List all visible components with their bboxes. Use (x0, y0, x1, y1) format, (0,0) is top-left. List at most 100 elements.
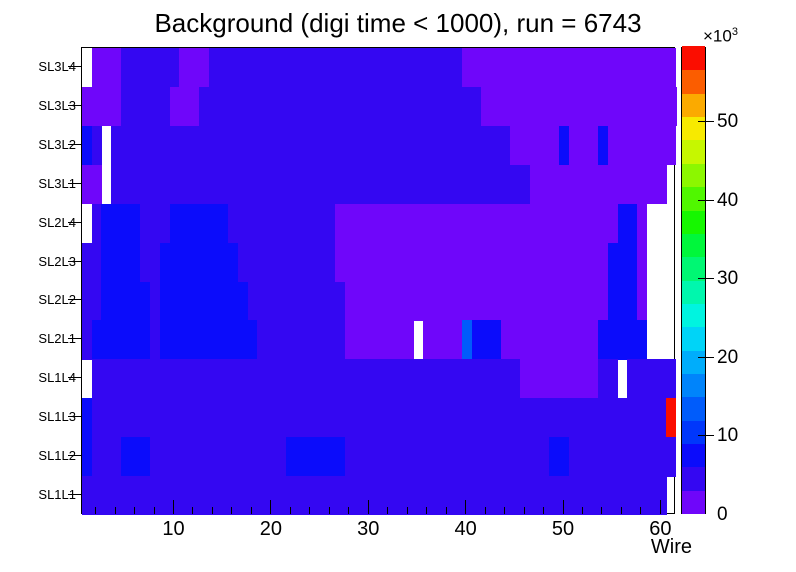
heatmap-cell (169, 203, 229, 244)
colorbar-band (682, 466, 705, 491)
heatmap-cell (111, 164, 531, 205)
heatmap-cell (461, 48, 677, 88)
z-axis-tick-label: 0 (717, 503, 728, 525)
z-axis-tick-label: 40 (717, 189, 739, 211)
x-axis-tick-minor (348, 507, 350, 514)
colorbar-band (682, 139, 705, 164)
x-axis-tick-major (173, 500, 174, 514)
y-axis-label: SL3L3 (38, 97, 76, 113)
colorbar-band (682, 69, 705, 94)
heatmap-cell (598, 359, 619, 399)
heatmap-cell (82, 476, 667, 516)
y-axis-tick (68, 104, 81, 106)
heatmap-cell (82, 281, 102, 321)
plot-title: Background (digi time < 1000), run = 674… (154, 8, 642, 38)
y-axis-tick (68, 65, 81, 67)
y-axis-label: SL2L3 (38, 253, 76, 269)
heatmap-cell (150, 320, 161, 360)
z-axis-tick-label: 20 (717, 346, 739, 368)
heatmap-cell (568, 125, 599, 166)
z-exp-base: ×10 (703, 26, 732, 46)
heatmap-cell (91, 125, 102, 166)
y-axis-tick (68, 221, 81, 223)
z-axis-tick-label: 10 (717, 425, 739, 446)
x-axis-tick-minor (426, 507, 428, 514)
heatmap-cell (111, 125, 511, 166)
heatmap-cell (344, 320, 414, 360)
x-axis-tick-minor (192, 507, 194, 514)
heatmap-cell (344, 437, 550, 477)
z-axis-tick (698, 356, 714, 358)
heatmap-cell (549, 437, 570, 477)
heatmap-cell (627, 359, 677, 399)
x-axis-tick-minor (406, 507, 408, 514)
colorbar-band (682, 303, 705, 328)
heatmap-cell (228, 203, 336, 244)
colorbar-band (682, 326, 705, 351)
heatmap-cell (82, 86, 122, 127)
heatmap-cell (286, 437, 346, 477)
heatmap-cell (247, 281, 346, 321)
heatmap-cell (120, 437, 151, 477)
x-axis-title: Wire (650, 536, 692, 558)
heatmap-cell (169, 86, 200, 127)
heatmap-cell (237, 242, 336, 282)
heatmap-cell (159, 320, 258, 360)
x-axis-tick-minor (601, 507, 603, 514)
x-axis-tick-minor (640, 507, 642, 514)
colorbar-band (682, 46, 705, 71)
z-axis-exponent: ×103 (703, 26, 738, 47)
y-axis-tick (68, 455, 81, 457)
x-axis-tick-minor (445, 507, 447, 514)
heatmap-cell (461, 320, 472, 360)
x-axis-tick-label: 20 (259, 518, 282, 540)
heatmap-cell (598, 125, 609, 166)
y-axis-tick (68, 260, 81, 262)
heatmap-cell (666, 398, 677, 438)
z-axis-tick (698, 278, 714, 280)
y-axis-tick (68, 338, 81, 340)
x-axis-tick-minor (523, 507, 525, 514)
heatmap-cell (198, 86, 482, 127)
heatmap-cell (140, 242, 161, 282)
x-axis-tick-minor (153, 507, 155, 514)
x-axis-tick-minor (620, 507, 622, 514)
y-axis-tick (68, 377, 81, 379)
heatmap-cell (91, 398, 667, 438)
colorbar-band (682, 350, 705, 374)
heatmap-cell (335, 242, 609, 282)
y-axis-label: SL2L4 (38, 214, 76, 230)
y-axis-label: SL1L4 (38, 370, 76, 386)
colorbar-band (682, 116, 705, 141)
heatmap-cell (82, 398, 93, 438)
z-axis-tick (698, 121, 714, 123)
x-axis-tick-minor (114, 507, 116, 514)
heatmap-cell (150, 437, 287, 477)
y-axis-tick (68, 299, 81, 301)
y-axis-tick (68, 143, 81, 145)
heatmap-cell (607, 242, 638, 282)
heatmap-cell (607, 125, 677, 166)
colorbar-band (682, 163, 705, 188)
y-axis-label: SL2L2 (38, 292, 76, 308)
z-axis-tick (698, 199, 714, 201)
heatmap-cell (520, 359, 599, 399)
heatmap-cell (637, 203, 648, 244)
colorbar-band (682, 186, 705, 211)
heatmap-cell (335, 203, 619, 244)
x-axis-tick-minor (211, 507, 213, 514)
heatmap-cell (471, 320, 502, 360)
colorbar-band (682, 93, 705, 118)
x-axis-tick-major (270, 500, 272, 514)
x-axis-tick-minor (95, 507, 97, 514)
x-axis-tick-major (659, 500, 661, 514)
x-axis-tick-minor (328, 507, 330, 514)
heatmap-cell (422, 320, 463, 360)
heatmap-cell (481, 86, 677, 127)
heatmap-cell (82, 437, 93, 477)
heatmap-cell (101, 242, 141, 282)
heatmap-cell (617, 203, 638, 244)
heatmap-cell (82, 164, 102, 205)
z-axis-tick (698, 435, 714, 436)
